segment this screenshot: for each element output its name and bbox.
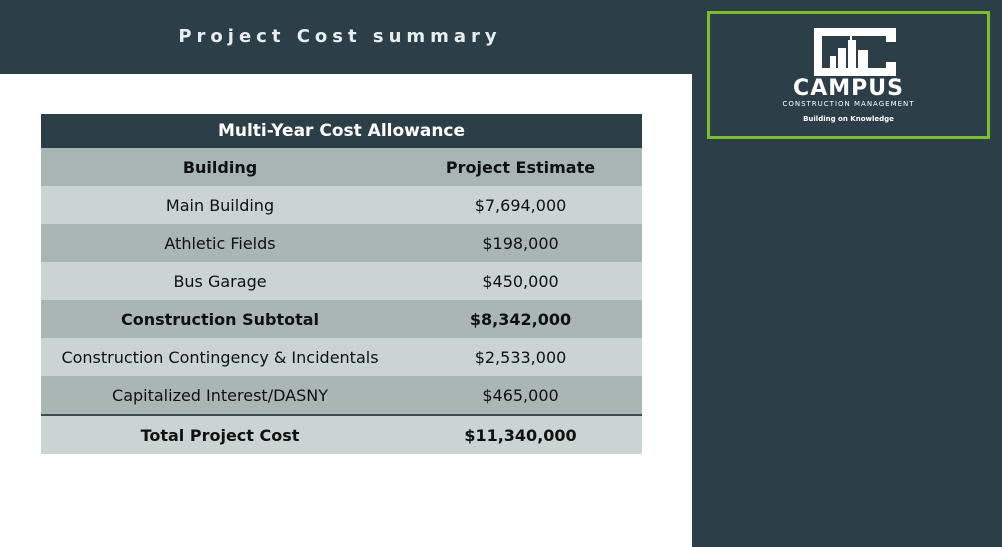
cell: Construction Subtotal	[41, 300, 399, 338]
logo-icon	[814, 28, 896, 76]
header-bar	[0, 0, 692, 74]
side-panel	[692, 0, 1002, 547]
cell: $7,694,000	[399, 186, 642, 224]
column-header: Building	[41, 148, 399, 186]
cell: Bus Garage	[41, 262, 399, 300]
cost-table: Multi-Year Cost Allowance Building Proje…	[41, 114, 642, 454]
page-title: Project Cost summary	[178, 26, 502, 47]
table-title: Multi-Year Cost Allowance	[41, 114, 642, 148]
cell: $2,533,000	[399, 338, 642, 376]
logo: CAMPUS CONSTRUCTION MANAGEMENT Building …	[707, 11, 990, 139]
cell: $465,000	[399, 376, 642, 415]
cell: $198,000	[399, 224, 642, 262]
cell: Athletic Fields	[41, 224, 399, 262]
cell: Total Project Cost	[41, 414, 399, 454]
cell: $8,342,000	[399, 300, 642, 338]
logo-subtitle: CONSTRUCTION MANAGEMENT	[782, 100, 915, 108]
cell: Main Building	[41, 186, 399, 224]
logo-tagline: Building on Knowledge	[803, 115, 894, 123]
column-header: Project Estimate	[399, 148, 642, 186]
cell: Construction Contingency & Incidentals	[41, 338, 399, 376]
logo-name: CAMPUS	[793, 76, 904, 101]
cell: $450,000	[399, 262, 642, 300]
cell: $11,340,000	[399, 414, 642, 454]
cell: Capitalized Interest/DASNY	[41, 376, 399, 415]
